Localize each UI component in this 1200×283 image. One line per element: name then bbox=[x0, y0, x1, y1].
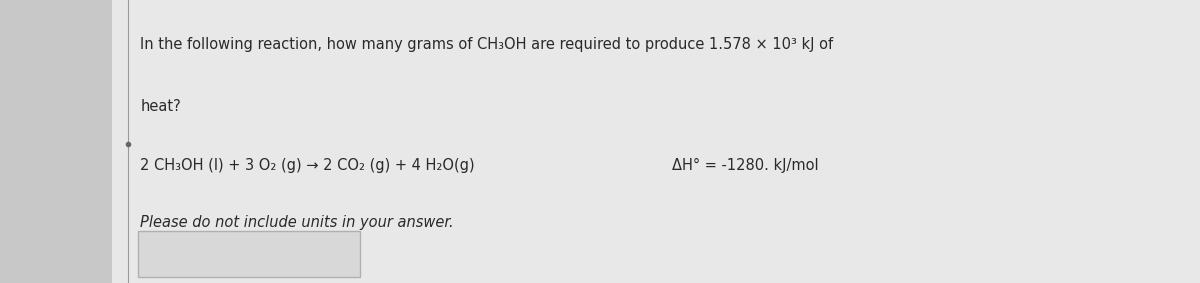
Text: ΔH° = -1280. kJ/mol: ΔH° = -1280. kJ/mol bbox=[672, 158, 818, 173]
Text: In the following reaction, how many grams of CH₃OH are required to produce 1.578: In the following reaction, how many gram… bbox=[140, 37, 834, 52]
Text: 2 CH₃OH (l) + 3 O₂ (g) → 2 CO₂ (g) + 4 H₂O(g): 2 CH₃OH (l) + 3 O₂ (g) → 2 CO₂ (g) + 4 H… bbox=[140, 158, 475, 173]
Text: heat?: heat? bbox=[140, 99, 181, 114]
Bar bbox=[138, 231, 360, 277]
Text: Please do not include units in your answer.: Please do not include units in your answ… bbox=[140, 215, 454, 230]
